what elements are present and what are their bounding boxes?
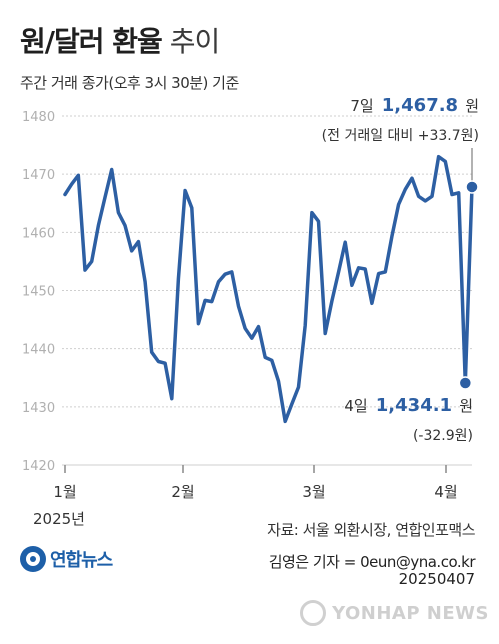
source-text: 자료: 서울 외환시장, 연합인포맥스 xyxy=(267,521,475,539)
y-tick-label: 1440 xyxy=(22,343,55,358)
yonhap-logo: 연합뉴스 xyxy=(20,546,113,572)
y-tick-label: 1460 xyxy=(22,226,55,241)
title-light: 추이 xyxy=(169,25,221,58)
x-tick-label: 2월 xyxy=(171,483,194,501)
prev-day: 4일 xyxy=(344,397,367,415)
last-annotation-line1: 7일 1,467.8 원 xyxy=(350,95,479,116)
watermark-icon xyxy=(300,600,327,626)
prev-annotation-line1: 4일 1,434.1 원 xyxy=(344,395,473,416)
page-title: 원/달러 환율 추이 xyxy=(20,20,221,60)
reporter-text: 김영은 기자 = 0eun@yna.co.kr xyxy=(268,553,476,571)
logo-text: 연합뉴스 xyxy=(50,550,113,571)
subtitle: 주간 거래 종가(오후 3시 30분) 기준 xyxy=(20,74,239,92)
last-day: 7일 xyxy=(350,97,373,115)
date-text: 20250407 xyxy=(398,570,475,588)
year-label: 2025년 xyxy=(33,510,85,528)
prev-change: (-32.9원) xyxy=(413,428,473,444)
y-axis-labels: 1420 1430 1440 1450 1460 1470 1480 xyxy=(22,110,55,474)
title-bold: 원/달러 환율 xyxy=(20,25,163,58)
point-last xyxy=(465,180,479,194)
y-tick-label: 1450 xyxy=(22,285,55,300)
last-unit: 원 xyxy=(465,97,479,115)
prev-value: 1,434.1 xyxy=(376,395,452,416)
x-tick-label: 4월 xyxy=(434,483,457,501)
last-value: 1,467.8 xyxy=(382,95,458,116)
yonhap-logo-icon xyxy=(20,546,46,572)
last-change: (전 거래일 대비 +33.7원) xyxy=(322,128,479,144)
y-tick-label: 1480 xyxy=(22,110,55,125)
grid-layer xyxy=(62,115,472,466)
x-tick-label: 1월 xyxy=(53,483,76,501)
y-tick-label: 1470 xyxy=(22,168,55,183)
watermark-text: YONHAP NEWS xyxy=(332,602,489,624)
y-tick-label: 1420 xyxy=(22,459,55,474)
points-layer xyxy=(458,180,479,390)
y-tick-label: 1430 xyxy=(22,401,55,416)
x-tick-label: 3월 xyxy=(302,483,325,501)
prev-unit: 원 xyxy=(459,397,473,415)
point-prev xyxy=(458,376,473,390)
watermark: YONHAP NEWS xyxy=(300,600,489,626)
series-line xyxy=(63,154,474,424)
x-axis: 1월 2월 3월 4월 xyxy=(53,465,458,501)
